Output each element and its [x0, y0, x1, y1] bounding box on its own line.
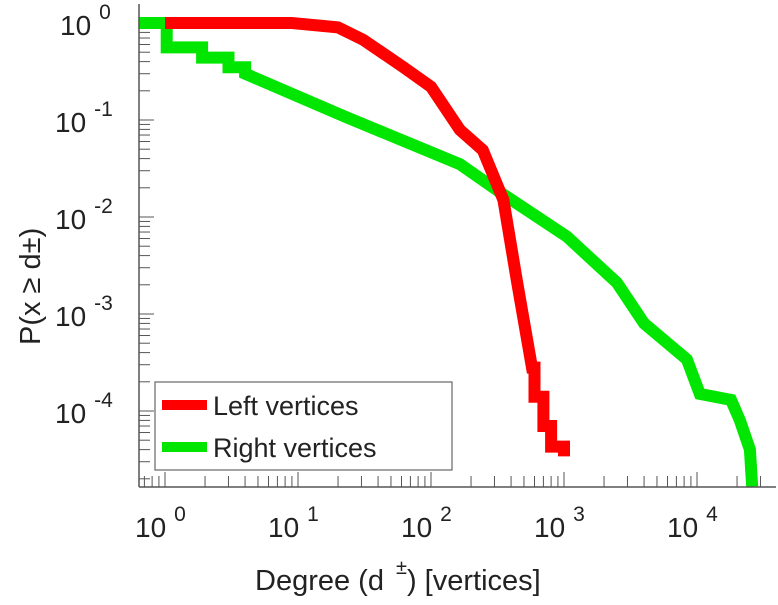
x-tick-label: 10 4	[667, 503, 718, 543]
x-tick-label: 10 0	[135, 503, 186, 543]
x-tick-labels: 10 0 10 1 10 2 10 3 10 4	[135, 503, 718, 543]
axis-ticks	[139, 22, 761, 487]
x-tick-label: 10 1	[268, 503, 319, 543]
x-tick-label: 10 3	[534, 503, 585, 543]
y-tick-label: 10 -3	[55, 292, 113, 332]
series-line-right-vertices	[138, 17, 759, 487]
series-lines	[138, 17, 759, 487]
legend: Left vertices Right vertices	[154, 381, 453, 471]
x-axis-label: Degree (d ±) [vertices]	[255, 557, 541, 597]
x-tick-label: 10 2	[401, 503, 452, 543]
series-line-left-vertices	[165, 17, 570, 457]
y-tick-label: 10 -1	[55, 98, 113, 138]
legend-label-right: Right vertices	[213, 433, 377, 463]
legend-box	[154, 381, 453, 471]
legend-swatch-left	[162, 400, 207, 410]
y-tick-label: 10 -4	[55, 389, 113, 429]
y-axis-label: P(x ≥ d±)	[15, 228, 47, 345]
legend-label-left: Left vertices	[213, 391, 359, 421]
y-tick-label: 10 0	[60, 1, 111, 41]
y-tick-label: 10 -2	[55, 195, 113, 235]
legend-swatch-right	[162, 442, 207, 452]
